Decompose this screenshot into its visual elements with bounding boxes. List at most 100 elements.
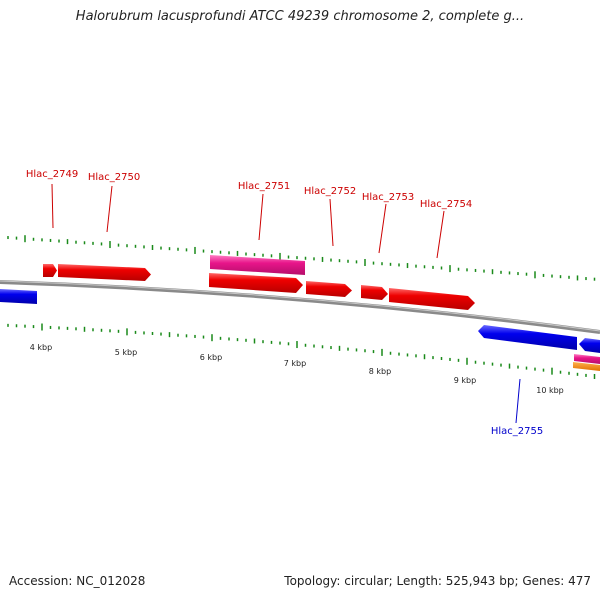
scale-tick bbox=[500, 363, 502, 367]
scale-tick bbox=[83, 326, 86, 332]
scale-tick bbox=[440, 266, 443, 270]
scale-tick bbox=[168, 247, 171, 251]
gene-hlac-2752[interactable] bbox=[306, 281, 352, 297]
scale-tick bbox=[347, 347, 349, 351]
rna-feature-hlac-2751[interactable] bbox=[210, 255, 305, 275]
scale-tick bbox=[83, 241, 86, 245]
scale-tick bbox=[381, 348, 383, 356]
gene-hlac-2753[interactable] bbox=[361, 285, 388, 300]
scale-label-10kbp: 10 kbp bbox=[536, 386, 564, 395]
scale-tick bbox=[287, 342, 290, 346]
scale-tick bbox=[500, 270, 502, 274]
scale-tick bbox=[372, 261, 375, 265]
scale-tick bbox=[593, 373, 596, 379]
gene-reverse-left[interactable] bbox=[0, 289, 37, 304]
scale-tick bbox=[423, 265, 426, 269]
scale-tick bbox=[483, 361, 485, 365]
scale-tick bbox=[177, 333, 179, 337]
gene-hlac-2749[interactable] bbox=[43, 264, 57, 277]
scale-tick bbox=[415, 264, 417, 268]
scale-tick bbox=[262, 253, 264, 257]
scale-tick bbox=[585, 277, 587, 281]
gene-hlac-2755[interactable] bbox=[478, 325, 577, 350]
scale-tick bbox=[364, 258, 366, 266]
scale-tick bbox=[534, 367, 536, 371]
scale-tick bbox=[423, 354, 426, 360]
gene-reverse-right[interactable] bbox=[579, 338, 600, 353]
gene-hlac-2754[interactable] bbox=[389, 288, 475, 310]
scale-tick bbox=[100, 242, 103, 246]
scale-tick bbox=[432, 265, 434, 269]
scale-tick bbox=[228, 337, 230, 341]
scale-tick bbox=[593, 277, 596, 281]
gene-hlac-2751[interactable] bbox=[209, 273, 303, 293]
label-hlac-2749[interactable]: Hlac_2749 bbox=[26, 169, 78, 180]
lower-tick-track bbox=[7, 323, 596, 379]
label-hlac-2751[interactable]: Hlac_2751 bbox=[238, 181, 290, 192]
scale-tick bbox=[389, 351, 392, 355]
scale-tick bbox=[576, 275, 579, 281]
reverse-gene-track bbox=[0, 289, 600, 371]
scale-tick bbox=[313, 344, 315, 348]
scale-tick bbox=[559, 370, 562, 374]
rna-feature-right[interactable] bbox=[574, 354, 600, 364]
scale-tick bbox=[41, 323, 43, 331]
scale-tick bbox=[219, 250, 222, 254]
label-hlac-2752[interactable]: Hlac_2752 bbox=[304, 186, 356, 197]
scale-tick bbox=[440, 357, 443, 361]
label-hlac-2754[interactable]: Hlac_2754 bbox=[420, 199, 472, 210]
scale-label-4kbp: 4 kbp bbox=[30, 343, 52, 352]
scale-label-9kbp: 9 kbp bbox=[454, 376, 476, 385]
scale-tick bbox=[381, 262, 383, 266]
leader-hlac-2749 bbox=[51, 183, 54, 229]
scale-tick bbox=[585, 373, 587, 377]
scale-tick bbox=[576, 372, 579, 376]
label-hlac-2750[interactable]: Hlac_2750 bbox=[88, 172, 140, 183]
forward-gene-track bbox=[43, 255, 475, 310]
scale-tick bbox=[330, 258, 332, 262]
scale-tick bbox=[525, 366, 528, 370]
scale-tick bbox=[525, 272, 528, 276]
label-leaders bbox=[51, 183, 521, 424]
leader-hlac-2755 bbox=[515, 378, 521, 424]
scale-tick bbox=[321, 345, 324, 349]
feature-orange-right[interactable] bbox=[573, 362, 600, 371]
scale-tick bbox=[134, 330, 137, 334]
scale-tick bbox=[559, 275, 562, 279]
scale-tick bbox=[211, 250, 213, 254]
scale-tick bbox=[364, 349, 366, 353]
scale-tick bbox=[41, 238, 43, 242]
scale-tick bbox=[66, 326, 69, 330]
scale-tick bbox=[49, 238, 52, 242]
scale-tick bbox=[508, 271, 511, 275]
scale-tick bbox=[253, 253, 256, 257]
gene-hlac-2750[interactable] bbox=[58, 264, 151, 281]
scale-tick bbox=[406, 263, 409, 269]
scale-tick bbox=[160, 332, 162, 336]
scale-tick bbox=[109, 329, 111, 333]
scale-tick bbox=[245, 252, 247, 256]
scale-tick bbox=[92, 328, 94, 332]
scale-tick bbox=[415, 354, 417, 358]
scale-tick bbox=[15, 324, 18, 328]
scale-tick bbox=[338, 345, 341, 351]
scale-tick bbox=[202, 335, 205, 339]
scale-tick bbox=[355, 348, 358, 352]
scale-tick bbox=[117, 329, 120, 333]
leader-hlac-2753 bbox=[378, 203, 387, 254]
label-hlac-2755[interactable]: Hlac_2755 bbox=[491, 426, 543, 437]
scale-tick bbox=[32, 237, 35, 241]
label-hlac-2753[interactable]: Hlac_2753 bbox=[362, 192, 414, 203]
scale-tick bbox=[100, 328, 103, 332]
scale-tick bbox=[491, 362, 494, 366]
scale-label-8kbp: 8 kbp bbox=[369, 367, 391, 376]
scale-tick bbox=[228, 251, 230, 255]
scale-tick bbox=[474, 268, 477, 272]
scale-tick bbox=[143, 331, 145, 335]
scale-tick bbox=[296, 341, 298, 349]
scale-tick bbox=[568, 371, 570, 375]
scale-tick bbox=[185, 334, 188, 338]
scale-tick bbox=[143, 245, 145, 249]
scale-tick bbox=[168, 332, 171, 338]
